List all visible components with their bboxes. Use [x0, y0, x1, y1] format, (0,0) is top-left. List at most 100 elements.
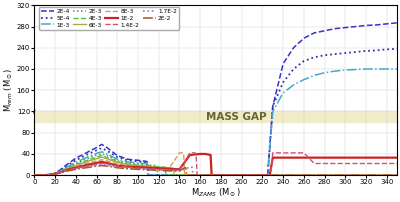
4E-3 [115, 160, 120, 163]
1.4E-2 [343, 162, 348, 165]
6E-3 [42, 174, 47, 176]
1E-3 [364, 68, 368, 70]
4E-3 [146, 165, 151, 167]
4E-3 [84, 160, 88, 162]
8E-3 [84, 162, 88, 165]
5E-4 [364, 50, 368, 52]
1.4E-2 [136, 167, 140, 169]
1.4E-2 [177, 169, 182, 172]
5E-4 [68, 162, 73, 165]
1.4E-2 [395, 162, 400, 165]
1.4E-2 [268, 174, 273, 176]
2E-4 [302, 37, 306, 39]
Line: 2E-3: 2E-3 [34, 154, 397, 175]
1E-2 [167, 168, 172, 170]
5E-4 [270, 105, 275, 107]
6E-3 [58, 171, 63, 173]
2E-4 [312, 32, 317, 34]
5E-4 [262, 174, 267, 176]
1.7E-2 [177, 170, 182, 172]
1.4E-2 [146, 168, 151, 170]
1E-2 [125, 165, 130, 168]
4E-3 [53, 172, 58, 175]
5E-4 [42, 174, 47, 176]
2E-3 [395, 174, 400, 176]
2E-4 [270, 105, 275, 107]
5E-4 [384, 48, 389, 50]
1E-3 [281, 92, 286, 94]
8E-3 [115, 163, 120, 165]
5E-4 [322, 54, 327, 56]
Line: 2E-4: 2E-4 [34, 23, 397, 175]
5E-4 [94, 149, 99, 152]
5E-4 [145, 162, 150, 164]
4E-3 [165, 174, 170, 176]
2E-4 [37, 174, 42, 176]
1E-3 [343, 69, 348, 71]
6E-3 [84, 161, 88, 163]
2E-4 [333, 27, 338, 30]
8E-3 [74, 165, 78, 168]
6E-3 [395, 174, 400, 176]
1E-3 [333, 70, 338, 72]
5E-4 [281, 81, 286, 83]
1.4E-2 [291, 152, 296, 154]
2E-2 [185, 174, 190, 176]
5E-4 [343, 52, 348, 54]
2E-3 [63, 167, 68, 169]
4E-3 [63, 168, 68, 170]
1.4E-2 [63, 169, 68, 172]
1E-3 [104, 153, 109, 155]
5E-4 [374, 49, 379, 52]
1E-3 [312, 74, 317, 77]
2E-2 [183, 166, 188, 169]
1E-2 [104, 162, 109, 164]
1E-2 [32, 174, 37, 176]
1E-3 [48, 174, 52, 176]
2E-4 [262, 174, 267, 176]
1E-2 [208, 154, 213, 156]
1.4E-2 [281, 152, 286, 154]
1.4E-2 [322, 162, 327, 165]
2E-2 [63, 170, 68, 173]
5E-4 [63, 165, 68, 168]
1E-2 [374, 156, 379, 159]
2E-2 [37, 174, 42, 176]
5E-4 [353, 51, 358, 53]
6E-3 [146, 165, 151, 168]
2E-2 [104, 165, 109, 167]
4E-3 [166, 174, 170, 176]
8E-3 [167, 167, 172, 169]
1.7E-2 [104, 164, 109, 166]
1E-2 [203, 153, 208, 155]
1E-2 [74, 166, 78, 169]
1.4E-2 [99, 162, 104, 165]
6E-3 [115, 161, 120, 164]
2E-3 [32, 174, 37, 176]
4E-3 [37, 174, 42, 176]
4E-3 [156, 165, 161, 168]
4E-3 [58, 170, 63, 173]
1.7E-2 [115, 166, 120, 168]
1.4E-2 [68, 168, 73, 170]
2E-3 [53, 172, 58, 175]
8E-3 [94, 160, 99, 162]
2E-4 [104, 146, 109, 149]
1E-3 [384, 68, 389, 70]
2E-4 [99, 143, 104, 146]
Line: 4E-3: 4E-3 [34, 156, 397, 175]
8E-3 [104, 160, 109, 162]
1E-2 [312, 156, 317, 159]
1.7E-2 [156, 169, 161, 171]
1.4E-2 [125, 166, 130, 168]
1.4E-2 [266, 174, 271, 176]
5E-4 [115, 156, 120, 158]
8E-3 [68, 167, 73, 169]
Y-axis label: M$_{rem}$ (M$_\odot$): M$_{rem}$ (M$_\odot$) [3, 68, 15, 113]
5E-4 [32, 174, 37, 176]
2E-3 [157, 174, 162, 176]
2E-4 [136, 159, 140, 162]
2E-2 [68, 169, 73, 172]
1.4E-2 [115, 165, 120, 167]
2E-3 [42, 174, 47, 176]
